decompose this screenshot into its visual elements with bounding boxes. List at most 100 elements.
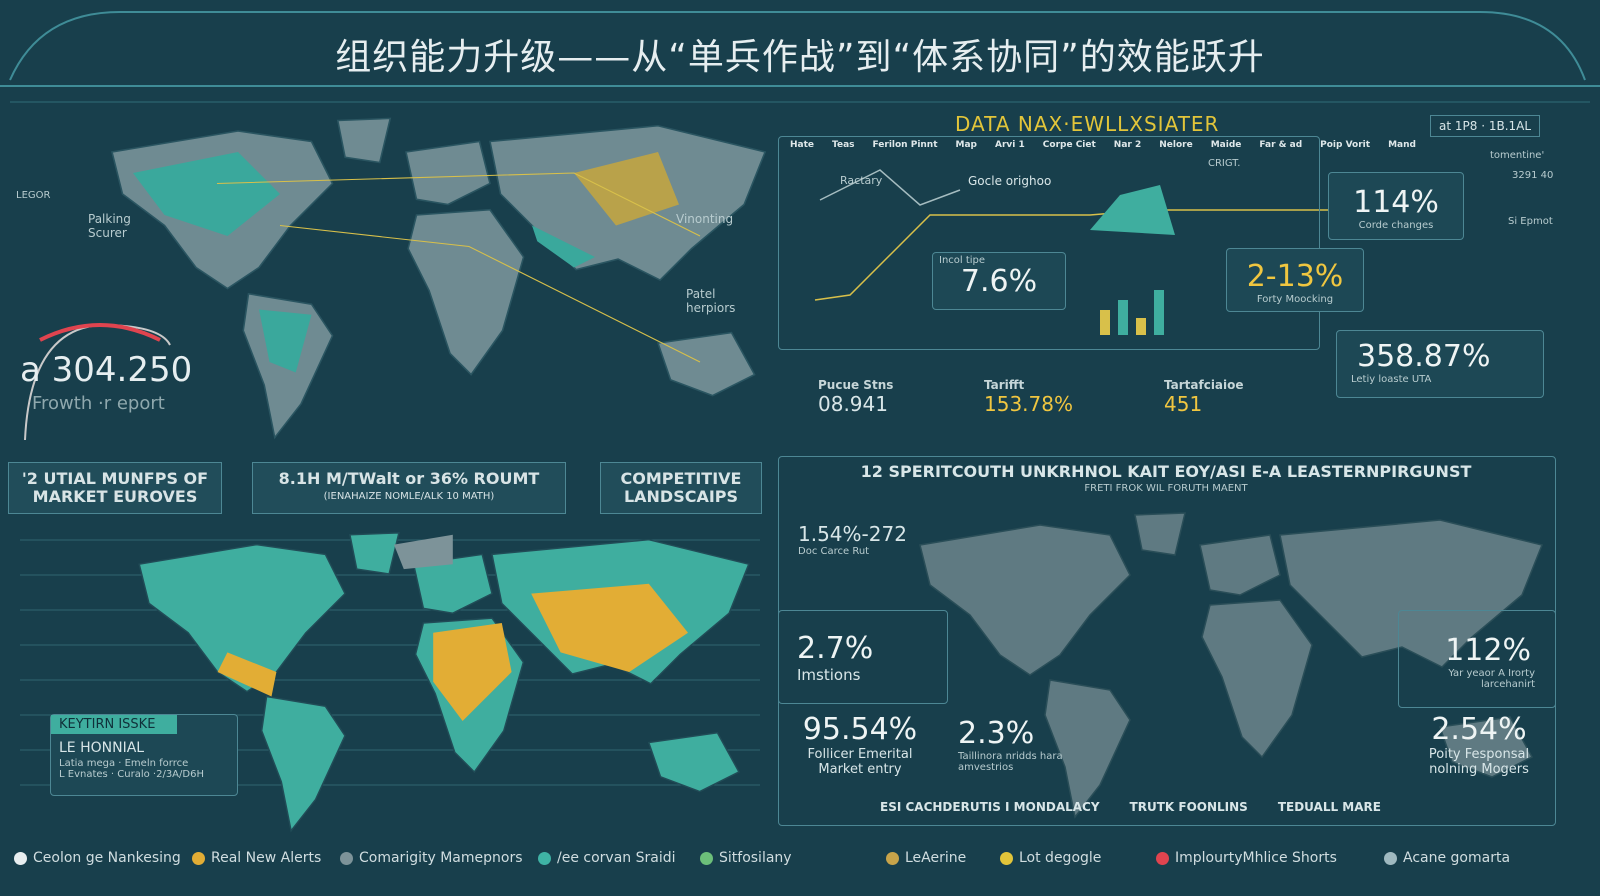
column-header: Hate	[790, 140, 815, 150]
legend-swatch	[886, 851, 899, 865]
kpi-label: Taillinora nridds hara amvestrios	[958, 751, 1063, 773]
kpi-label: Yar yeaor A Irorty larcehanirt	[1448, 668, 1535, 690]
legend-box: KEYTIRN ISSKE LE HONNIAL Latia mega · Em…	[50, 714, 238, 796]
legend-item: Acane gomarta	[1384, 850, 1510, 866]
region-subtitle: FRETI FROK WIL FORUTH MAENT	[1084, 483, 1248, 494]
kpi-card: 358.87% Letiy loaste UTA	[1336, 330, 1544, 398]
kpi-value: 2.3%	[958, 716, 1035, 751]
kpi-value: 358.87%	[1357, 339, 1491, 374]
map-label: Patel herpiors	[686, 287, 736, 315]
column-header: Far & ad	[1259, 140, 1303, 150]
decor	[1154, 290, 1164, 335]
region-title: 12 SPERITCOUTH UNKRHNOL KAIT EOY/ASI E-A…	[860, 462, 1472, 481]
decor	[1090, 185, 1175, 235]
column-header: Nar 2	[1113, 140, 1142, 150]
decor	[133, 152, 280, 236]
legend-swatch	[192, 851, 205, 865]
legend-label: Real New Alerts	[211, 850, 322, 866]
legend-swatch	[340, 851, 353, 865]
legend-item: Comarigity Mamepnors	[340, 850, 523, 866]
region-footer: ESI CACHDERUTIS I MONDALACY TRUTK FOONLIN…	[880, 800, 1381, 814]
tab[interactable]: '2 UTIAL MUNFPS OF MARKET EUROVES	[8, 462, 222, 514]
kpi-value: 95.54%	[802, 712, 918, 747]
tab-text: '2 UTIAL MUNFPS OF MARKET EUROVES	[21, 469, 209, 506]
decor	[216, 172, 701, 363]
tab[interactable]: COMPETITIVE LANDSCAIPS	[600, 462, 762, 514]
stat-value: 451	[1164, 392, 1203, 416]
legend-item: L Evnates · Curalo ·2/3A/D6H	[59, 769, 204, 780]
decor	[1136, 318, 1146, 335]
stat-value: 153.78%	[984, 392, 1073, 416]
decor	[433, 623, 512, 721]
tab-text: 8.1H M/TWalt or 36% ROUMT	[278, 469, 540, 488]
legend-swatch	[1384, 851, 1397, 865]
kpi-value: 2.7%	[797, 631, 874, 666]
decor	[259, 309, 312, 373]
header-arc	[9, 11, 1586, 81]
decor	[394, 534, 453, 570]
legend-item: Sitfosilany	[700, 850, 792, 866]
map-label: Vinonting	[676, 212, 734, 226]
badge: at 1P8 · 1B.1AL	[1430, 115, 1541, 137]
legend-swatch	[14, 851, 27, 865]
map-bottom-left	[138, 532, 750, 832]
chart-panel	[778, 136, 1320, 350]
gauge-value: a 304.250	[20, 350, 193, 390]
legend-label: Ceolon ge Nankesing	[33, 850, 181, 866]
kpi-label: Corde changes	[1358, 220, 1434, 231]
stat: Tarifft 153.78%	[984, 378, 1073, 416]
column-header: Corpe Ciet	[1042, 140, 1096, 150]
legend-label: ImplourtyMhlice Shorts	[1175, 850, 1337, 866]
kpi-card: Incol tipe 7.6%	[932, 252, 1066, 310]
legend-item: LE HONNIAL	[59, 740, 145, 756]
kpi-label: Poity Fesponsal nolning Mogers	[1428, 747, 1530, 777]
stat-value: 08.941	[818, 392, 888, 416]
legend-swatch	[1000, 851, 1013, 865]
kpi-value: 114%	[1353, 185, 1439, 220]
kpi-card: 2-13% Forty Moocking	[1226, 248, 1364, 312]
legend-item: Real New Alerts	[192, 850, 321, 866]
column-headers: Hate Teas Ferilon Pinnt Map Arvi 1 Corpe Ciet…	[790, 140, 1570, 150]
kpi-box: 2.7% Imstions	[778, 610, 948, 704]
decor	[1118, 300, 1128, 335]
legend-label: Sitfosilany	[719, 850, 792, 866]
region-kpi: 95.54% Follicer Emerital Market entry	[790, 712, 930, 777]
kpi-box: 112% Yar yeaor A Irorty larcehanirt	[1398, 610, 1556, 708]
chart-label: Ractary	[840, 174, 883, 187]
footer-item: TRUTK FOONLINS	[1129, 800, 1248, 814]
decor	[574, 152, 679, 226]
kpi-value: 112%	[1445, 633, 1531, 668]
legend-item: Ceolon ge Nankesing	[14, 850, 181, 866]
decor	[814, 209, 1330, 301]
kpi-value: 2.54%	[1431, 712, 1527, 747]
page-title: 组织能力升级——从“单兵作战”到“体系协同”的效能跃升	[335, 37, 1265, 78]
chart-decor	[24, 169, 1330, 441]
stat: Tartafciaioe 451	[1164, 378, 1244, 416]
kpi-label: Incol tipe	[939, 255, 986, 266]
decor	[217, 652, 277, 697]
tab[interactable]: 8.1H M/TWalt or 36% ROUMT (IENAHAIZE NOML…	[252, 462, 566, 514]
column-header: Poip Vorit	[1320, 140, 1371, 150]
edge-label: Si Epmot	[1508, 216, 1553, 227]
gauge-label: Frowth ·r eport	[32, 393, 165, 414]
stat-label: Pucue Stns	[818, 378, 894, 392]
column-header: Maide	[1210, 140, 1242, 150]
region-kpi: 2.3% Taillinora nridds hara amvestrios	[958, 716, 1078, 773]
kpi-card: 114% Corde changes	[1328, 172, 1464, 240]
legend-label: /ee corvan Sraidi	[557, 850, 676, 866]
kpi-label: Letiy loaste UTA	[1351, 374, 1432, 385]
legend-item: Lot degogle	[1000, 850, 1101, 866]
footer-item: TEDUALL MARE	[1277, 800, 1381, 814]
legend-item: ImplourtyMhlice Shorts	[1156, 850, 1337, 866]
legend-swatch	[700, 851, 713, 865]
legend-item: /ee corvan Sraidi	[538, 850, 676, 866]
region-kpi: 2.54% Poity Fesponsal nolning Mogers	[1414, 712, 1544, 777]
stat: Pucue Stns 08.941	[818, 378, 893, 416]
decor	[532, 225, 595, 268]
column-header: Map	[955, 140, 978, 150]
legend-label: Lot degogle	[1019, 850, 1102, 866]
stat-label: Tartafciaioe	[1164, 378, 1244, 392]
footer-item: ESI CACHDERUTIS I MONDALACY	[880, 800, 1100, 814]
decor	[1100, 310, 1110, 335]
